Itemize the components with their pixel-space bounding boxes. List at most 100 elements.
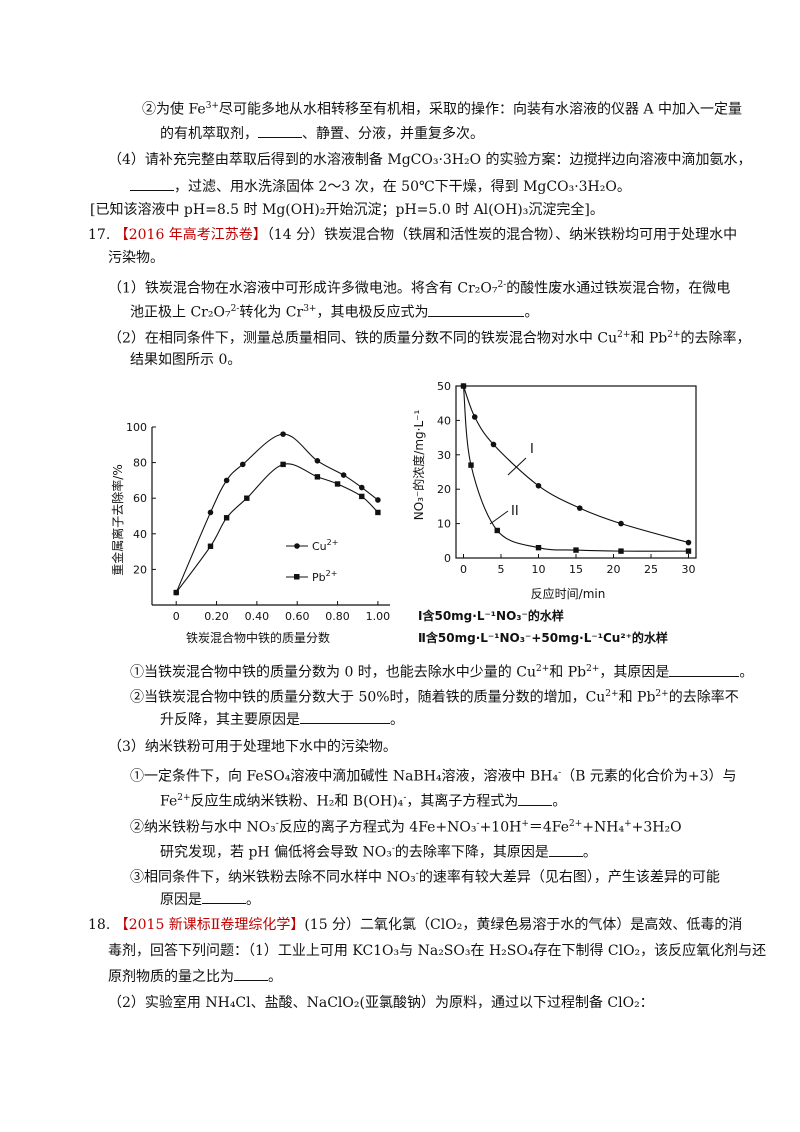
left-y-tick-label: 60 [133, 492, 147, 505]
right-y-tick-label: 40 [437, 414, 451, 427]
left-y-tick-label: 20 [133, 563, 147, 576]
line-r2: Fe2+反应生成纳米铁粉、H₂和 B(OH)₄-，其离子方程式为。 [160, 788, 566, 812]
right-xlabel: 反应时间/min [531, 586, 606, 601]
data-point-II [685, 548, 692, 554]
line-5: [已知该溶液中 pH=8.5 时 Mg(OH)₂开始沉淀；pH=5.0 时 Al… [90, 202, 604, 218]
left-series-line-pb [175, 463, 379, 593]
data-point-I [490, 441, 497, 448]
line-4: ，过滤、用水洗涤固体 2～3 次，在 50℃下干燥，得到 MgCO₃·3H₂O。 [130, 176, 631, 197]
data-point-II [535, 544, 542, 551]
answer-blank[interactable] [202, 889, 246, 904]
curve-label-II: II [511, 504, 519, 519]
data-point-I [576, 505, 583, 511]
right-y-tick-label: 30 [437, 449, 451, 462]
left-y-tick-label: 80 [133, 457, 147, 470]
data-point-II [460, 383, 467, 389]
left-xlabel: 铁炭混合物中铁的质量分数 [186, 630, 330, 645]
answer-blank[interactable] [548, 842, 583, 857]
line-3: （4）请补充完整由萃取后得到的水溶液制备 MgCO₃·3H₂O 的实验方案：边搅… [108, 152, 752, 168]
line-r5: ③相同条件下，纳米铁粉去除不同水样中 NO₃-的速率有较大差异（见右图），产生该… [130, 869, 720, 886]
line-p2: （2）在相同条件下，测量总质量相同、铁的质量分数不同的铁炭混合物对水中 Cu2+… [108, 330, 751, 347]
right-x-tick-label: 5 [498, 563, 505, 576]
right-y-tick-label: 50 [437, 380, 451, 393]
line-q2d: 升反降，其主要原因是。 [160, 709, 404, 730]
data-point-cu [375, 497, 381, 503]
data-point-I [618, 520, 624, 527]
left-series-line-cu [175, 433, 379, 593]
data-point-pb [280, 461, 286, 468]
note-I: Ⅰ含50mg·L⁻¹NO₃⁻的水样 [418, 608, 564, 623]
line-q18e: （2）实验室用 NH₄Cl、盐酸、NaClO₂(亚氯酸钠）为原料，通过以下过程制… [108, 995, 654, 1011]
legend-cu-marker [294, 543, 300, 549]
line-q2: ②当铁炭混合物中铁的质量分数大于 50%时，随着铁的质量分数的增加，Cu2+和 … [130, 689, 739, 706]
left-x-tick-label: 0 [173, 610, 180, 623]
answer-blank[interactable] [258, 123, 302, 138]
left-x-tick-label: 0.40 [245, 610, 269, 623]
right-y-tick-label: 10 [437, 518, 451, 531]
data-point-II [468, 462, 474, 468]
data-point-cu [314, 458, 321, 464]
left-series [173, 431, 381, 596]
right-x-tick-label: 20 [607, 563, 621, 576]
curve-label-I-pointer [507, 457, 527, 476]
data-point-II [618, 548, 624, 554]
data-point-pb [314, 474, 321, 480]
left-axes: 20 40 60 80 100 0 0.20 0.40 0.60 0.80 1.00 [126, 421, 390, 623]
right-y-tick-label: 20 [437, 483, 451, 496]
line-q18b: 毒剂，回答下列问题：（1）工业上可用 KC1O₃与 Na₂SO₃在 H₂SO₄存… [108, 943, 767, 959]
question-17-source: 【2016 年高考江苏卷】 [114, 227, 267, 243]
data-point-II [494, 527, 500, 534]
line-q18c: 原剂物质的量之比为。 [108, 966, 282, 987]
left-y-tick-label: 40 [133, 528, 147, 541]
data-point-cu [280, 431, 286, 437]
chart-removal-rate: 20 40 60 80 100 0 0.20 0.40 0.60 0.80 1.00 重金属离子去除… [110, 421, 390, 645]
question-18-source: 【2015 新课标Ⅱ卷理综化学】 [114, 917, 305, 933]
line-r6: 原因是。 [160, 889, 260, 910]
left-x-tick-label: 1.00 [366, 610, 391, 623]
data-point-cu [358, 484, 365, 491]
right-y-tick-label: 0 [444, 552, 451, 565]
right-series [460, 383, 692, 554]
right-x-tick-label: 0 [460, 563, 467, 576]
answer-blank[interactable] [130, 176, 174, 191]
line-r1: ①一定条件下，向 FeSO₄溶液中滴加碱性 NaBH₄溶液，溶液中 BH₄-（B… [130, 768, 737, 785]
data-point-I [685, 539, 692, 546]
line-r3: ②纳米铁粉与水中 NO₃-反应的离子方程式为 4Fe+NO₃-+10H+＝4Fe… [130, 819, 682, 836]
right-x-tick-label: 30 [682, 563, 696, 576]
data-point-pb [359, 493, 365, 500]
line-1: ②为使 Fe3+尽可能多地从水相转移至有机相，采取的操作：向装有水溶液的仪器 A… [142, 101, 742, 118]
question-17-header: 17. 【2016 年高考江苏卷】（14 分）铁炭混合物（铁屑和活性炭的混合物）… [88, 227, 738, 243]
data-point-pb [173, 589, 179, 596]
legend-pb-marker [294, 574, 300, 580]
data-point-pb [244, 495, 250, 501]
answer-blank[interactable] [669, 662, 740, 677]
answer-blank[interactable] [428, 302, 525, 317]
left-x-tick-label: 0.20 [204, 610, 229, 623]
data-point-pb [223, 515, 230, 521]
data-point-I [535, 482, 542, 489]
left-x-tick-label: 0.80 [325, 610, 350, 623]
answer-blank[interactable] [300, 709, 390, 724]
left-x-tick-label: 0.60 [285, 610, 310, 623]
legend-pb-label: Pb2+ [312, 569, 337, 584]
legend-cu-label: Cu2+ [312, 538, 338, 553]
data-point-cu [223, 477, 230, 484]
chart-nitrate-concentration: 0 10 20 30 40 50 0 5 10 15 20 25 30 NO₃⁻的浓度/mg·L⁻¹ 反… [411, 380, 697, 645]
right-plot-frame [455, 385, 697, 559]
left-y-tick-label: 100 [126, 421, 147, 434]
data-point-pb [334, 481, 341, 487]
left-ylabel: 重金属离子去除率/% [110, 464, 125, 575]
data-point-pb [375, 509, 381, 516]
line-q17b: 污染物。 [108, 250, 164, 266]
right-axes: 0 10 20 30 40 50 0 5 10 15 20 25 30 [437, 380, 697, 576]
right-ylabel: NO₃⁻的浓度/mg·L⁻¹ [411, 410, 426, 521]
line-2: 的有机萃取剂， 、静置、分液，并重复多次。 [160, 123, 484, 144]
data-point-cu [207, 509, 214, 516]
right-x-tick-label: 10 [532, 563, 546, 576]
answer-blank[interactable] [234, 966, 268, 981]
line-r4: 研究发现，若 pH 偏低将会导致 NO₃-的去除率下降，其原因是。 [160, 839, 597, 863]
right-series-line-II [462, 385, 689, 552]
answer-blank[interactable] [518, 791, 553, 806]
right-x-tick-label: 15 [569, 563, 583, 576]
line-p2d: 结果如图所示 0。 [130, 352, 242, 368]
